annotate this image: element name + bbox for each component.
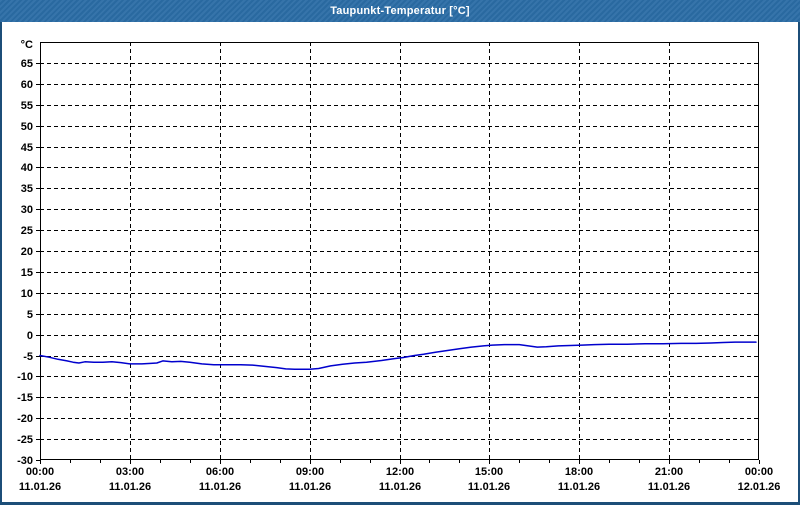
y-tick-label: 45 [21, 142, 33, 154]
y-tick-label: 10 [21, 288, 33, 300]
y-tick-label: 60 [21, 79, 33, 91]
x-tick-date-label: 11.01.26 [109, 481, 151, 493]
x-tick-time-label: 00:00 [745, 466, 773, 478]
y-tick-label: 0 [27, 330, 33, 342]
x-tick-date-label: 11.01.26 [468, 481, 510, 493]
plot-frame [40, 42, 759, 460]
axis-ticks [36, 63, 760, 464]
dewpoint-temperature-chart: -30 -25 -20 -15 -10 -5 0 5 10 15 20 25 30 35 40 45 50 55 6… [17, 39, 781, 493]
window-titlebar[interactable]: Taupunkt-Temperatur [°C] [0, 0, 800, 22]
y-tick-label: -10 [17, 371, 33, 383]
x-tick-date-label: 11.01.26 [558, 481, 600, 493]
y-tick-label: -20 [17, 413, 33, 425]
y-tick-label: -15 [17, 392, 33, 404]
x-tick-time-label: 18:00 [565, 466, 593, 478]
y-tick-label: 20 [21, 246, 33, 258]
x-tick-time-label: 15:00 [475, 466, 503, 478]
x-tick-time-label: 21:00 [655, 466, 683, 478]
y-tick-label: 55 [21, 100, 33, 112]
chart-area: -30 -25 -20 -15 -10 -5 0 5 10 15 20 25 30 35 40 45 50 55 6… [0, 22, 800, 505]
y-tick-label: -5 [23, 351, 33, 363]
y-tick-label: 15 [21, 267, 33, 279]
x-tick-time-label: 00:00 [26, 466, 54, 478]
y-tick-label: 65 [21, 58, 33, 70]
y-tick-label: 5 [27, 309, 33, 321]
gridlines [40, 42, 759, 460]
x-tick-time-label: 09:00 [296, 466, 324, 478]
x-tick-date-label: 11.01.26 [19, 481, 61, 493]
x-axis-tick-labels: 00:00 11.01.26 03:00 11.01.26 06:00 11.01.26 0… [19, 466, 781, 493]
window-title: Taupunkt-Temperatur [°C] [330, 5, 470, 17]
x-tick-time-label: 06:00 [206, 466, 234, 478]
y-tick-label: -25 [17, 434, 33, 446]
y-axis-tick-labels: -30 -25 -20 -15 -10 -5 0 5 10 15 20 25 30 35 40 45 50 55 6… [17, 58, 33, 467]
x-tick-date-label: 11.01.26 [379, 481, 421, 493]
y-tick-label: 50 [21, 121, 33, 133]
series-line-Taupunkt-Temperatur [39, 341, 757, 371]
x-tick-date-label: 11.01.26 [199, 481, 241, 493]
y-tick-label: 30 [21, 204, 33, 216]
x-tick-date-label: 11.01.26 [648, 481, 690, 493]
x-tick-time-label: 03:00 [116, 466, 144, 478]
x-tick-time-label: 12:00 [386, 466, 414, 478]
y-tick-label: 25 [21, 225, 33, 237]
x-tick-date-label: 12.01.26 [738, 481, 781, 493]
y-tick-label: 40 [21, 162, 33, 174]
y-tick-label: -30 [17, 455, 33, 467]
y-axis-unit-label: °C [21, 39, 33, 51]
y-tick-label: 35 [21, 183, 33, 195]
x-tick-date-label: 11.01.26 [289, 481, 331, 493]
